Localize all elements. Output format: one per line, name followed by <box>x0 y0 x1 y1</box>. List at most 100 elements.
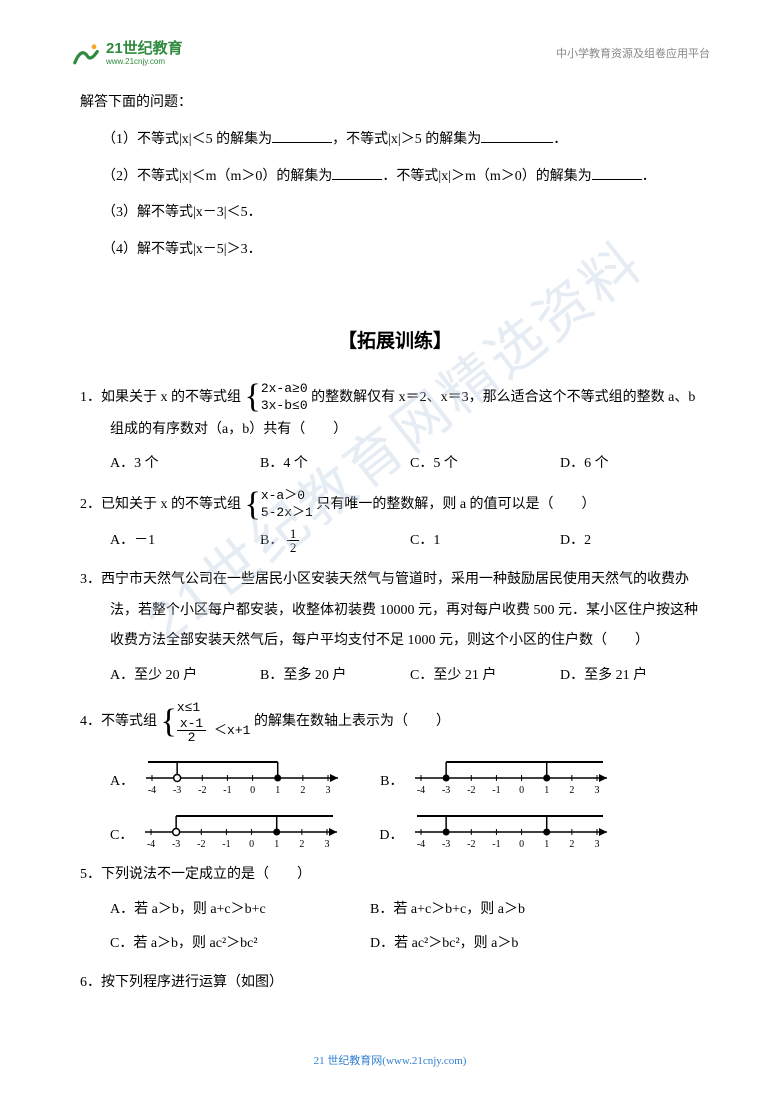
svg-text:-4: -4 <box>147 839 155 850</box>
svg-text:-2: -2 <box>197 839 205 850</box>
logo: 21世纪教育 www.21cnjy.com <box>70 40 183 68</box>
svg-text:0: 0 <box>249 839 254 850</box>
svg-text:1: 1 <box>275 839 280 850</box>
p1-c: ． <box>553 132 567 147</box>
q1-sys2: 3x-b≤0 <box>261 398 308 415</box>
page-footer: 21 世纪教育网(www.21cnjy.com) <box>0 1049 780 1073</box>
q2-stem-b: 只有唯一的整数解，则 a 的值可以是（ ） <box>316 497 595 512</box>
problem-1: （1）不等式|x|＜5 的解集为，不等式|x|＞5 的解集为． <box>80 125 710 156</box>
svg-text:0: 0 <box>250 785 255 796</box>
q1-stem-a: 1．如果关于 x 的不等式组 <box>80 390 241 405</box>
q2-opt-d: D．2 <box>560 526 710 557</box>
q2-stem-a: 2．已知关于 x 的不等式组 <box>80 497 241 512</box>
question-5: 5．下列说法不一定成立的是（ ） A．若 a＞b，则 a+c＞b+c B．若 a… <box>80 860 710 960</box>
svg-text:-3: -3 <box>442 785 450 796</box>
q4-sys1: x≤1 <box>177 700 251 717</box>
svg-text:1: 1 <box>545 839 550 850</box>
p2-a: （2）不等式|x|＜m（m＞0）的解集为 <box>102 169 332 184</box>
label-d: D． <box>379 821 403 852</box>
fraction: x-1 2 <box>177 717 206 744</box>
brace-system: { 2x-a≥0 3x-b≤0 <box>245 381 308 415</box>
q4-stem-b: 的解集在数轴上表示为（ ） <box>254 714 450 729</box>
q1-stem-b: 的整数解仅有 x＝2、x＝3，那么适合这个不等式组的整数 a、b <box>311 390 695 405</box>
q4-opt-d: D． -4-3-2-10123 <box>379 808 609 852</box>
content-area: 解答下面的问题： （1）不等式|x|＜5 的解集为，不等式|x|＞5 的解集为．… <box>70 88 710 999</box>
frac-den: 2 <box>287 541 300 554</box>
fraction: 1 2 <box>287 527 300 554</box>
q4-opt-b: B． -4-3-2-10123 <box>380 754 609 798</box>
q3-opt-b: B．至多 20 户 <box>260 661 410 692</box>
svg-text:-1: -1 <box>223 839 231 850</box>
q4-sys2-tail: ＜x+1 <box>214 723 250 738</box>
svg-text:-4: -4 <box>148 785 156 796</box>
brace-system: { x-a＞0 5-2x＞1 <box>245 488 313 522</box>
svg-text:1: 1 <box>275 785 280 796</box>
problem-4: （4）解不等式|x－5|＞3． <box>80 235 710 266</box>
svg-text:0: 0 <box>520 839 525 850</box>
logo-text-en: www.21cnjy.com <box>106 58 183 67</box>
q1-sys1: 2x-a≥0 <box>261 381 308 398</box>
svg-text:-1: -1 <box>223 785 231 796</box>
q3-opt-d: D．至多 21 户 <box>560 661 710 692</box>
label-b: B． <box>380 767 403 798</box>
question-2: 2．已知关于 x 的不等式组 { x-a＞0 5-2x＞1 只有唯一的整数解，则… <box>80 488 710 557</box>
question-3: 3．西宁市天然气公司在一些居民小区安装天然气与管道时，采用一种鼓励居民使用天然气… <box>80 565 710 692</box>
svg-text:-3: -3 <box>172 839 180 850</box>
frac-num: x-1 <box>177 717 206 731</box>
blank <box>332 166 382 180</box>
q5-opt-a: A．若 a＞b，则 a+c＞b+c <box>110 895 370 926</box>
svg-text:-1: -1 <box>493 839 501 850</box>
q1-opt-a: A．3 个 <box>110 449 260 480</box>
p2-c: ． <box>642 169 656 184</box>
problem-3: （3）解不等式|x－3|＜5． <box>80 198 710 229</box>
svg-text:-3: -3 <box>173 785 181 796</box>
q3-l2: 法，若整个小区每户都安装，收整体初装费 10000 元，再对每户收费 500 元… <box>80 596 710 627</box>
q1-stem-c: 组成的有序数对（a，b）共有（ ） <box>80 415 710 446</box>
svg-text:-4: -4 <box>417 839 425 850</box>
blank <box>592 166 642 180</box>
q5-stem: 5．下列说法不一定成立的是（ ） <box>80 860 710 891</box>
svg-text:-2: -2 <box>198 785 206 796</box>
label-c: C． <box>110 821 133 852</box>
section-title: 【拓展训练】 <box>80 321 710 363</box>
header-subtitle: 中小学教育资源及组卷应用平台 <box>556 42 710 66</box>
question-6: 6．按下列程序进行运算（如图） <box>80 968 710 999</box>
blank <box>481 129 553 143</box>
q2-opt-a: A．－1 <box>110 526 260 557</box>
frac-num: 1 <box>287 527 300 541</box>
svg-text:2: 2 <box>300 785 305 796</box>
svg-text:1: 1 <box>545 785 550 796</box>
p1-b: ，不等式|x|＞5 的解集为 <box>332 132 481 147</box>
q2-opt-b: B． 1 2 <box>260 526 410 557</box>
problem-2: （2）不等式|x|＜m（m＞0）的解集为．不等式|x|＞m（m＞0）的解集为． <box>80 162 710 193</box>
brace-system: { x≤1 x-1 2 ＜x+1 <box>161 700 251 744</box>
svg-text:2: 2 <box>300 839 305 850</box>
numberline-a: -4 -3 -2 -1 0 1 2 3 <box>140 754 340 798</box>
q3-opt-c: C．至少 21 户 <box>410 661 560 692</box>
svg-text:-2: -2 <box>468 785 476 796</box>
svg-text:-4: -4 <box>417 785 425 796</box>
svg-text:-2: -2 <box>468 839 476 850</box>
logo-icon <box>70 40 102 68</box>
frac-den: 2 <box>185 731 199 744</box>
q1-opt-b: B．4 个 <box>260 449 410 480</box>
svg-text:3: 3 <box>325 839 330 850</box>
q3-l1: 3．西宁市天然气公司在一些居民小区安装天然气与管道时，采用一种鼓励居民使用天然气… <box>80 565 710 596</box>
q2-b-pre: B． <box>260 533 283 548</box>
svg-text:3: 3 <box>326 785 331 796</box>
svg-text:0: 0 <box>520 785 525 796</box>
numberline-d: -4-3-2-10123 <box>409 808 609 852</box>
svg-text:3: 3 <box>595 785 600 796</box>
q3-l3: 收费方法全部安装天然气后，每户平均支付不足 1000 元，则这个小区的住户数（ … <box>80 626 710 657</box>
svg-text:-1: -1 <box>493 785 501 796</box>
numberline-c: -4 -3 -2 -1 0 1 2 3 <box>139 808 339 852</box>
svg-text:2: 2 <box>570 839 575 850</box>
q1-opt-d: D．6 个 <box>560 449 710 480</box>
q4-opt-a: A． -4 -3 -2 -1 0 1 2 3 <box>110 754 340 798</box>
svg-text:-3: -3 <box>442 839 450 850</box>
q5-opt-c: C．若 a＞b，则 ac²＞bc² <box>110 929 370 960</box>
q2-opt-c: C．1 <box>410 526 560 557</box>
label-a: A． <box>110 767 134 798</box>
numberline-b: -4-3-2-10123 <box>409 754 609 798</box>
q5-opt-d: D．若 ac²＞bc²，则 a＞b <box>370 929 630 960</box>
